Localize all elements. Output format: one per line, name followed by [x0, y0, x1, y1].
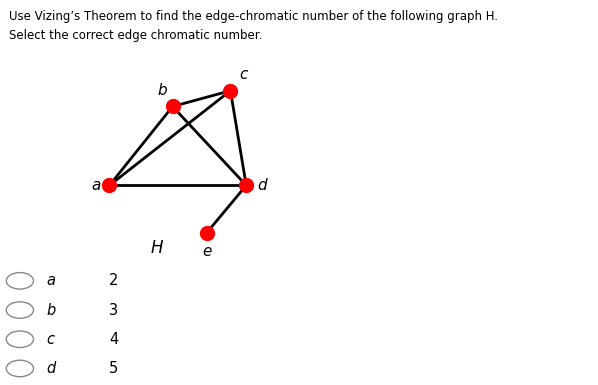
Text: b: b	[46, 303, 55, 318]
Text: H: H	[151, 239, 163, 258]
Text: a: a	[91, 178, 101, 193]
Text: e: e	[202, 244, 212, 259]
Text: c: c	[239, 67, 248, 82]
Text: Select the correct edge chromatic number.: Select the correct edge chromatic number…	[9, 29, 263, 42]
Text: a: a	[46, 273, 55, 288]
Text: 2: 2	[109, 273, 118, 288]
Text: 5: 5	[109, 361, 118, 376]
Text: c: c	[46, 332, 54, 347]
Text: d: d	[46, 361, 55, 376]
Text: b: b	[157, 83, 167, 98]
Text: 4: 4	[109, 332, 118, 347]
Text: 3: 3	[109, 303, 118, 318]
Text: d: d	[257, 178, 267, 193]
Text: Use Vizing’s Theorem to find the edge-chromatic number of the following graph H.: Use Vizing’s Theorem to find the edge-ch…	[9, 10, 498, 23]
